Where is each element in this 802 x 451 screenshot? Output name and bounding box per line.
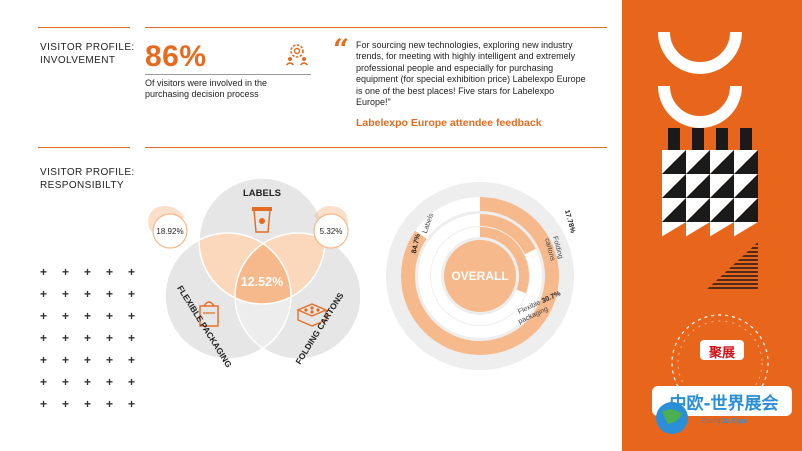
plus-mark: +: [106, 287, 114, 301]
involvement-stat: 86%: [145, 40, 207, 73]
plus-mark: +: [40, 309, 48, 323]
stat-underline: [145, 74, 311, 75]
bubble-labels-flexible: [152, 213, 188, 249]
plus-mark: +: [128, 309, 136, 323]
plus-mark: +: [40, 331, 48, 345]
plus-mark: +: [84, 287, 92, 301]
plus-mark: +: [40, 287, 48, 301]
plus-mark: +: [84, 375, 92, 389]
bubble-labels-folding: [313, 213, 349, 249]
mid-rule-right: [145, 147, 607, 148]
plus-mark: +: [106, 397, 114, 411]
venn-diagram: 18.92% 5.32% LABELS 12.52% FLEXIBLE PACK…: [148, 177, 360, 370]
plus-mark: +: [40, 397, 48, 411]
venn-labels-flexible-value: 18.92%: [156, 227, 183, 236]
plus-mark: +: [40, 265, 48, 279]
plus-mark: +: [62, 331, 70, 345]
plus-mark: +: [106, 375, 114, 389]
plus-mark: +: [84, 353, 92, 367]
watermark: 聚展 中欧-世界展会 ZhongOu Expo: [642, 308, 802, 451]
plus-mark: +: [84, 397, 92, 411]
donut-center-label: OVERALL: [451, 269, 508, 283]
involvement-description: Of visitors were involved in the purchas…: [145, 78, 268, 99]
plus-mark: +: [128, 265, 136, 279]
plus-mark: +: [62, 265, 70, 279]
plus-mark: +: [84, 309, 92, 323]
donut-labels-value: 84.7%: [411, 232, 422, 254]
plus-mark: +: [62, 309, 70, 323]
plus-mark: +: [128, 353, 136, 367]
donut-arc-labels: [401, 197, 559, 355]
geometric-pattern: [658, 31, 758, 292]
plus-mark: +: [128, 331, 136, 345]
bag-icon: [199, 301, 219, 327]
plus-mark: +: [128, 397, 136, 411]
cup-icon: [252, 207, 272, 233]
plus-mark: +: [84, 265, 92, 279]
watermark-badge: 聚展: [708, 346, 735, 361]
responsibility-title: VISITOR PROFILE: RESPONSIBILTY: [40, 167, 135, 191]
venn-labels-folding-value: 5.32%: [320, 227, 343, 236]
donut-arc-flexible-packaging: [479, 227, 529, 294]
plus-mark: +: [128, 287, 136, 301]
plus-mark: +: [128, 375, 136, 389]
donut-arc-folding-cartons: [479, 214, 536, 255]
plus-mark: +: [62, 375, 70, 389]
mid-rule-left: [38, 147, 130, 148]
top-rule-left: [38, 27, 130, 28]
quote-author: Labelexpo Europe attendee feedback: [356, 117, 542, 129]
watermark-brand-sub: ZhongOu Expo: [700, 418, 748, 425]
quote-mark-icon: “: [333, 33, 350, 66]
plus-mark: +: [106, 309, 114, 323]
overall-donut-chart: OVERALL Labels 84.7% Folding cartons 17.…: [386, 182, 576, 370]
decorative-right-panel: 聚展 中欧-世界展会 ZhongOu Expo: [622, 0, 802, 451]
plus-mark: +: [62, 287, 70, 301]
donut-folding-value: 17.78%: [563, 209, 576, 234]
quote-text: For sourcing new technologies, exploring…: [356, 40, 586, 108]
plus-mark: +: [62, 397, 70, 411]
venn-center-value: 12.52%: [241, 275, 283, 289]
plus-mark: +: [106, 353, 114, 367]
venn-labels-title: LABELS: [243, 188, 281, 199]
plus-mark: +: [106, 331, 114, 345]
plus-mark: +: [106, 265, 114, 279]
donut-center: [444, 240, 516, 312]
carton-icon: [296, 303, 328, 327]
people-gear-icon: [285, 44, 309, 66]
plus-mark: +: [40, 353, 48, 367]
plus-mark: +: [40, 375, 48, 389]
plus-mark: +: [84, 331, 92, 345]
top-rule-right: [145, 27, 607, 28]
plus-mark: +: [62, 353, 70, 367]
involvement-title: VISITOR PROFILE: INVOLVEMENT: [40, 42, 135, 66]
watermark-brand: 中欧-世界展会: [669, 394, 779, 414]
